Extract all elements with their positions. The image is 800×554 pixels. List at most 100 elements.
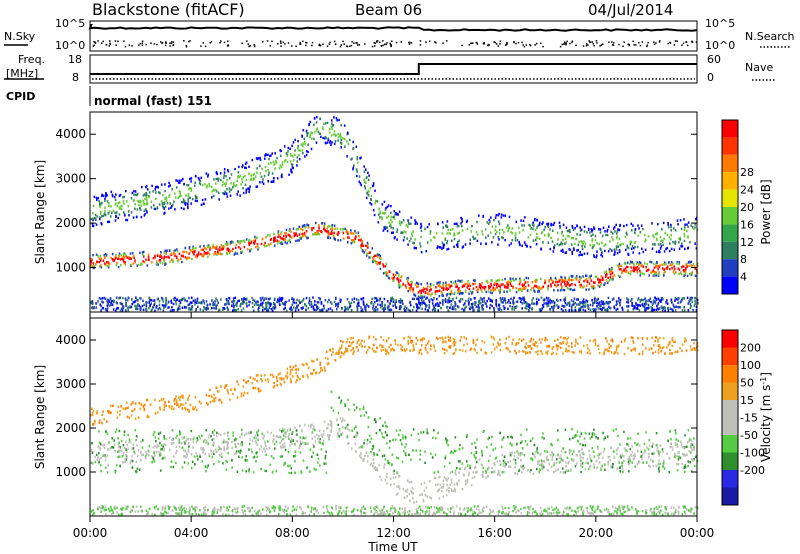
power-point <box>165 198 168 201</box>
power-point <box>484 285 487 289</box>
nsearch-point <box>117 40 119 43</box>
power-point <box>333 130 336 133</box>
power-point <box>353 164 355 167</box>
power-point <box>343 138 346 141</box>
power-point <box>100 210 102 214</box>
power-point <box>613 248 616 251</box>
power-point <box>193 253 195 256</box>
power-point <box>139 207 141 210</box>
power-point <box>118 206 121 209</box>
power-point <box>571 224 574 228</box>
power-point <box>542 241 544 244</box>
nsearch-point <box>493 41 495 43</box>
power-point <box>524 286 527 289</box>
nsearch-point <box>291 45 293 47</box>
power-point <box>594 300 596 303</box>
power-point <box>138 304 140 307</box>
power-point <box>478 285 481 288</box>
velocity-point <box>262 508 264 511</box>
power-point <box>687 221 690 224</box>
power-point <box>615 308 617 312</box>
power-point <box>119 302 122 305</box>
power-point <box>284 231 286 235</box>
power-point <box>501 278 503 282</box>
power-point <box>262 301 264 304</box>
power-point <box>577 243 580 247</box>
power-point <box>597 278 599 281</box>
power-point <box>613 253 616 256</box>
power-point <box>366 241 369 245</box>
power-point <box>601 301 603 304</box>
power-point <box>327 225 329 228</box>
power-point <box>320 301 323 304</box>
power-point <box>601 234 604 238</box>
nsearch-point <box>94 42 97 44</box>
power-point <box>180 257 182 260</box>
power-point <box>632 262 635 265</box>
power-point <box>536 303 538 306</box>
power-point <box>111 252 114 256</box>
power-point <box>260 175 263 178</box>
power-point <box>559 298 562 302</box>
power-point <box>495 283 498 286</box>
power-point <box>236 179 238 183</box>
power-point <box>679 306 682 309</box>
power-point <box>541 307 544 310</box>
power-point <box>330 227 332 231</box>
power-point <box>665 247 667 251</box>
power-point <box>171 306 173 309</box>
power-point <box>488 287 490 290</box>
power-point <box>210 185 213 188</box>
power-point <box>660 245 663 248</box>
power-point <box>619 301 621 304</box>
power-point <box>583 225 586 229</box>
nsearch-point <box>172 44 174 47</box>
power-point <box>489 216 492 219</box>
power-point <box>457 288 459 291</box>
power-point <box>542 221 544 224</box>
nsearch-point <box>269 45 272 47</box>
power-point <box>124 253 126 256</box>
power-point <box>386 205 389 209</box>
power-point <box>475 285 478 289</box>
power-point <box>384 307 387 310</box>
power-point <box>504 285 506 289</box>
power-point <box>387 204 390 207</box>
power-point <box>121 302 123 305</box>
power-point <box>634 231 636 235</box>
power-point <box>566 229 569 233</box>
power-point <box>146 264 149 267</box>
power-point <box>445 287 447 291</box>
power-point <box>460 225 463 228</box>
power-point <box>617 300 620 303</box>
power-point <box>337 239 339 242</box>
power-point <box>241 165 243 169</box>
power-point <box>223 174 225 177</box>
power-point <box>476 290 479 294</box>
power-point <box>568 304 571 307</box>
power-point <box>690 260 693 263</box>
power-point <box>145 308 148 311</box>
power-point <box>160 296 163 300</box>
power-point <box>556 298 558 302</box>
power-point <box>95 196 98 200</box>
power-point <box>442 226 444 229</box>
power-point <box>381 217 383 221</box>
power-point <box>179 179 181 182</box>
power-point <box>599 231 602 234</box>
power-point <box>614 250 616 253</box>
power-point <box>182 198 185 201</box>
power-point <box>334 238 336 241</box>
power-point <box>466 286 468 289</box>
power-point <box>618 274 620 277</box>
power-point <box>158 303 161 306</box>
nsearch-point <box>311 41 314 44</box>
power-point <box>151 308 153 311</box>
power-point <box>303 137 306 140</box>
power-point <box>331 134 333 137</box>
power-point <box>508 215 511 219</box>
power-point <box>591 239 593 243</box>
power-point <box>694 300 696 303</box>
nsearch-point <box>139 42 142 45</box>
power-point <box>291 308 294 312</box>
